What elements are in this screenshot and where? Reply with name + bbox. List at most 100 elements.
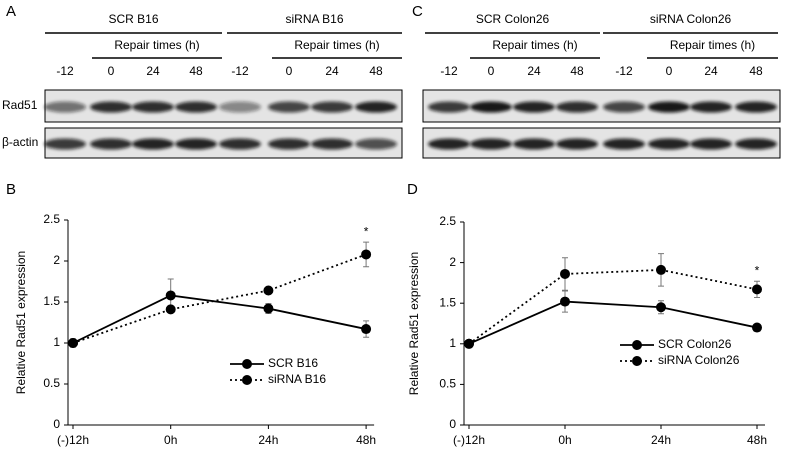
y-tick-label: 2 — [449, 255, 456, 269]
lane-label: 0 — [488, 64, 495, 78]
lane-label: -12 — [440, 64, 458, 78]
band — [44, 101, 86, 113]
x-tick-label: (-)12h — [453, 433, 485, 447]
y-tick-label: 1.5 — [439, 295, 456, 309]
point — [165, 290, 176, 301]
group-label: SCR Colon26 — [476, 12, 550, 26]
band — [90, 138, 132, 150]
legend-marker — [632, 356, 642, 366]
point — [263, 303, 274, 314]
legend-label: siRNA Colon26 — [658, 353, 740, 367]
group-label: siRNA Colon26 — [650, 12, 732, 26]
lane-label: 24 — [527, 64, 541, 78]
panel-letter: B — [6, 181, 16, 198]
row-label: Rad51 — [2, 98, 38, 112]
x-tick-label: 24h — [258, 433, 278, 447]
lane-label: 48 — [369, 64, 383, 78]
panel-letter: C — [412, 3, 423, 20]
x-tick-label: 0h — [558, 433, 571, 447]
repair-label: Repair times (h) — [294, 38, 379, 52]
y-tick-label: 1 — [449, 336, 456, 350]
lane-label: 48 — [570, 64, 584, 78]
y-tick-label: 2.5 — [43, 212, 60, 226]
band — [603, 101, 645, 113]
lane-label: 24 — [146, 64, 160, 78]
panel-letter: D — [407, 181, 418, 198]
lane-label: 24 — [704, 64, 718, 78]
annotation: * — [364, 224, 369, 238]
legend-marker — [242, 375, 252, 385]
band — [513, 101, 555, 113]
y-tick-label: 0 — [53, 417, 60, 431]
band — [132, 101, 174, 113]
series-line — [468, 269, 758, 345]
band — [132, 138, 174, 150]
series-line — [72, 253, 367, 344]
point — [361, 249, 372, 260]
lane-label: 48 — [189, 64, 203, 78]
band — [90, 101, 132, 113]
band — [735, 138, 777, 150]
point — [752, 322, 762, 333]
y-tick-label: 2 — [53, 253, 60, 267]
series-line — [468, 300, 758, 345]
lane-label: -12 — [615, 64, 633, 78]
band — [175, 138, 217, 150]
legend-marker — [632, 340, 642, 350]
panel-letter: A — [6, 3, 16, 20]
lane-label: -12 — [56, 64, 74, 78]
repair-label: Repair times (h) — [492, 38, 577, 52]
band — [175, 101, 217, 113]
band — [311, 138, 353, 150]
band — [690, 138, 732, 150]
lane-label: 0 — [286, 64, 293, 78]
band — [556, 101, 598, 113]
band — [219, 101, 261, 113]
band — [690, 101, 732, 113]
repair-label: Repair times (h) — [114, 38, 199, 52]
x-tick-label: 24h — [651, 433, 671, 447]
point — [165, 304, 176, 315]
y-axis-label: Relative Rad51 expression — [14, 251, 28, 394]
band — [735, 101, 777, 113]
annotation: * — [755, 263, 760, 277]
row-label: β-actin — [2, 135, 38, 149]
legend-label: SCR Colon26 — [658, 337, 732, 351]
y-axis-label: Relative Rad51 expression — [407, 252, 421, 395]
y-tick-label: 1.5 — [43, 294, 60, 308]
band — [470, 101, 512, 113]
point — [361, 324, 372, 335]
point — [752, 284, 762, 295]
x-tick-label: (-)12h — [57, 433, 89, 447]
point — [68, 338, 78, 348]
band — [648, 138, 690, 150]
band — [355, 138, 397, 150]
y-tick-label: 2.5 — [439, 214, 456, 228]
y-tick-label: 1 — [53, 335, 60, 349]
point — [263, 285, 274, 296]
series-line — [72, 294, 367, 344]
lane-label: 48 — [749, 64, 763, 78]
point — [656, 302, 666, 313]
band — [355, 101, 397, 113]
legend-label: SCR B16 — [268, 356, 318, 370]
lane-label: 24 — [325, 64, 339, 78]
point — [464, 338, 474, 349]
y-tick-label: 0.5 — [439, 377, 456, 391]
band — [428, 101, 470, 113]
group-label: SCR B16 — [108, 12, 158, 26]
point — [656, 264, 666, 275]
band — [268, 101, 310, 113]
band — [556, 138, 598, 150]
band — [311, 101, 353, 113]
x-tick-label: 0h — [164, 433, 177, 447]
y-tick-label: 0.5 — [43, 376, 60, 390]
band — [428, 138, 470, 150]
legend-marker — [242, 359, 252, 369]
band — [513, 138, 555, 150]
band — [470, 138, 512, 150]
lane-label: 0 — [108, 64, 115, 78]
x-tick-label: 48h — [747, 433, 767, 447]
lane-label: 0 — [666, 64, 673, 78]
